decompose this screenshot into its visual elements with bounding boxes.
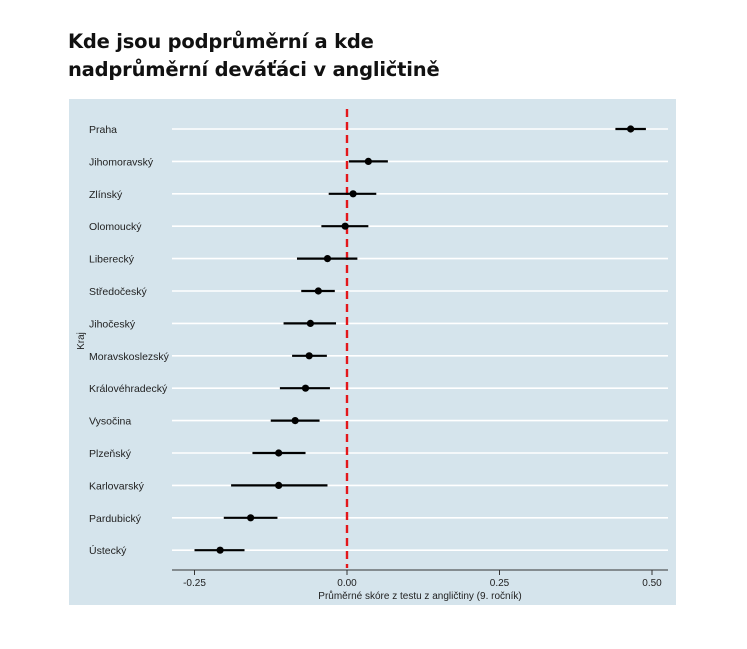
y-tick-label-stredocesky: Středočeský	[89, 286, 148, 298]
point-stredocesky	[314, 287, 322, 295]
y-tick-label-kralovehradecky: Královéhradecký	[89, 383, 168, 395]
y-tick-label-vysocina: Vysočina	[89, 416, 131, 428]
point-kralovehradecky	[301, 384, 310, 392]
point-jihocesky	[306, 319, 314, 327]
y-tick-label-liberecky: Liberecký	[89, 254, 135, 266]
point-vysocina	[291, 417, 299, 425]
point-pardubicky	[247, 514, 255, 522]
y-tick-label-jihocesky: Jihočeský	[89, 318, 136, 330]
x-tick-label: 0.50	[642, 578, 662, 589]
x-tick-label: -0.25	[183, 578, 206, 589]
y-tick-label-plzensky: Plzeňský	[89, 448, 132, 460]
x-tick-label: 0.00	[337, 578, 357, 589]
point-liberecky	[323, 255, 332, 263]
y-tick-label-karlovarsky: Karlovarský	[89, 480, 145, 492]
point-olomoucky	[341, 222, 349, 230]
y-tick-label-praha: Praha	[89, 124, 117, 136]
point-karlovarsky	[275, 481, 283, 489]
x-ticks: -0.25 0.00 0.25 0.50	[183, 570, 662, 589]
y-tick-labels: Praha Jihomoravský Zlínský Olomoucký Liberec…	[89, 124, 170, 557]
y-tick-label-ustecky: Ústecký	[89, 544, 127, 557]
point-zlinsky	[349, 190, 357, 198]
y-tick-label-olomoucky: Olomoucký	[89, 221, 142, 233]
point-moravskoslezsky	[305, 352, 313, 360]
y-tick-label-zlinsky: Zlínský	[89, 189, 123, 201]
y-tick-label-pardubicky: Pardubický	[89, 513, 142, 525]
x-tick-label: 0.25	[490, 578, 510, 589]
plot-panel-background	[69, 99, 676, 605]
point-praha	[627, 125, 635, 133]
chart-title-line-2: nadprůměrní deváťáci v angličtině	[68, 58, 440, 81]
y-tick-label-jihomoravsky: Jihomoravský	[89, 156, 154, 168]
y-axis-title: Kraj	[76, 332, 87, 350]
x-axis-title: Průměrné skóre z testu z angličtiny (9. …	[318, 590, 521, 602]
point-jihomoravsky	[364, 157, 372, 165]
point-plzensky	[275, 449, 283, 457]
y-tick-label-moravskoslezsky: Moravskoslezský	[89, 351, 170, 363]
data-marks	[194, 125, 646, 554]
chart-title-line-1: Kde jsou podprůměrní a kde	[68, 30, 374, 53]
point-ustecky	[216, 546, 224, 554]
chart-title: Kde jsou podprůměrní a kde nadprůměrní d…	[68, 28, 668, 84]
